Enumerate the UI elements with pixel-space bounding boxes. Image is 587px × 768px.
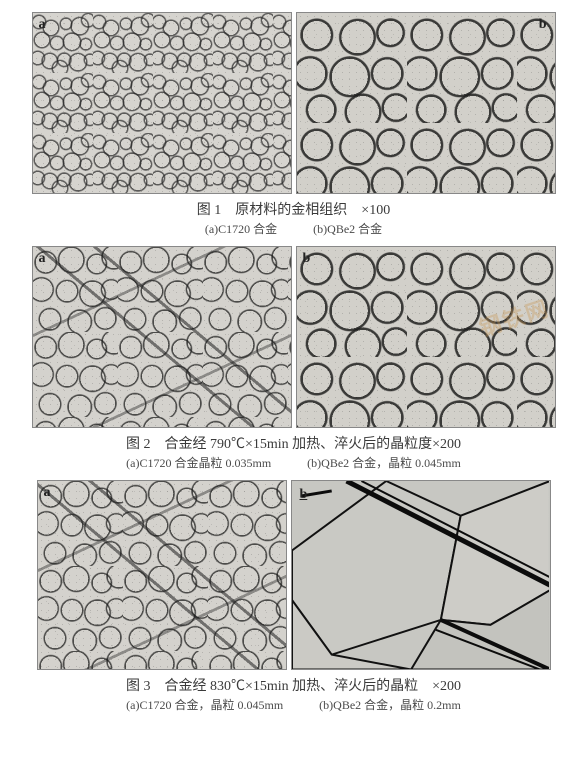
figure-1-row: a b	[20, 12, 567, 194]
fig3-panel-a: a	[37, 480, 287, 670]
figure-2: a b 钢铁网 图 2 合金经 790℃×15min 加热、淬火后的晶粒度×20…	[20, 246, 567, 472]
figure-1: a b 图 1 原材料的金相组织 ×100 (a)C1720 合金 (b)QBe…	[20, 12, 567, 238]
fig2-panel-a: a	[32, 246, 292, 428]
fig3-panel-a-label: a	[44, 485, 51, 501]
fig1-panel-b-label: b	[539, 17, 547, 33]
fig3-sub-a: (a)C1720 合金，晶粒 0.045mm	[126, 698, 283, 712]
fig1-sub-a: (a)C1720 合金	[205, 222, 277, 236]
fig1-panel-a-label: a	[39, 17, 46, 33]
fig1-sub-b: (b)QBe2 合金	[313, 222, 382, 236]
page: a b 图 1 原材料的金相组织 ×100 (a)C1720 合金 (b)QBe…	[0, 0, 587, 731]
figure-1-caption: 图 1 原材料的金相组织 ×100	[20, 200, 567, 221]
figure-3-row: a b	[20, 480, 567, 670]
figure-1-subcaption: (a)C1720 合金 (b)QBe2 合金	[20, 221, 567, 238]
fig3b-grain-svg	[292, 481, 550, 670]
figure-3-subcaption: (a)C1720 合金，晶粒 0.045mm (b)QBe2 合金，晶粒 0.2…	[20, 697, 567, 714]
fig2-panel-b: b 钢铁网	[296, 246, 556, 428]
fig1-panel-b: b	[296, 12, 556, 194]
fig3-sub-b: (b)QBe2 合金，晶粒 0.2mm	[319, 698, 461, 712]
figure-2-caption: 图 2 合金经 790℃×15min 加热、淬火后的晶粒度×200	[20, 434, 567, 455]
fig1-panel-a: a	[32, 12, 292, 194]
figure-2-subcaption: (a)C1720 合金晶粒 0.035mm (b)QBe2 合金，晶粒 0.04…	[20, 455, 567, 472]
figure-3: a b 图 3 合金经 830℃×15min 加热、淬火后的晶粒 ×200 (a…	[20, 480, 567, 714]
fig2-panel-a-label: a	[39, 251, 46, 267]
fig2-sub-a: (a)C1720 合金晶粒 0.035mm	[126, 456, 271, 470]
fig3-panel-b: b	[291, 480, 551, 670]
figure-2-row: a b 钢铁网	[20, 246, 567, 428]
fig2-sub-b: (b)QBe2 合金，晶粒 0.045mm	[307, 456, 461, 470]
fig3-panel-b-label: b	[300, 487, 308, 503]
watermark-text: 钢铁网	[475, 290, 553, 343]
figure-3-caption: 图 3 合金经 830℃×15min 加热、淬火后的晶粒 ×200	[20, 676, 567, 697]
fig2-panel-b-label: b	[303, 251, 311, 267]
